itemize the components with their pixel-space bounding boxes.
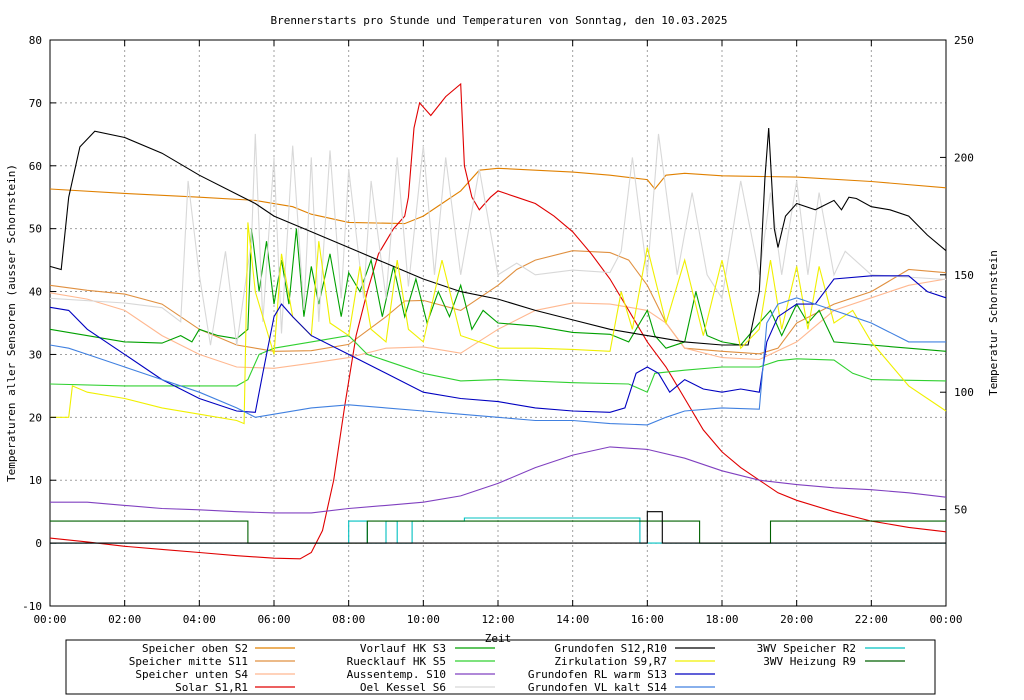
legend-label: Grundofen S12,R10 [554,642,667,655]
series-line-aussentemp. [50,446,947,514]
legend-label: 3WV Speicher R2 [757,642,856,655]
series-line-speicher [49,250,947,355]
axis-ticks: 00:00 02:00 04:00 06:00 08:00 10:00 12:00 14:00… [22,34,974,626]
x-tick-label: 22:00 [855,613,888,626]
series-line-zirkulation [50,222,947,425]
series-line-grundofen [49,275,947,413]
legend-label: Grundofen VL kalt S14 [528,681,667,694]
series-line-speicher [49,278,947,369]
y2-axis-label: Temperatur Schornstein [987,250,1000,396]
y-axis-label: Temperaturen aller Sensoren (ausser Scho… [5,164,18,482]
x-tick-label: 08:00 [332,613,365,626]
x-tick-label: 00:00 [33,613,66,626]
series-line-3wv [50,520,946,544]
series-line-grundofen [49,297,946,426]
x-tick-label: 20:00 [780,613,813,626]
y2-tick-label: 50 [954,504,967,517]
x-tick-label: 12:00 [481,613,514,626]
y-tick-label: 60 [29,160,42,173]
legend-label: Grundofen RL warm S13 [528,668,667,681]
x-tick-label: 04:00 [183,613,216,626]
x-tick-label: 00:00 [929,613,962,626]
legend-label: Solar S1,R1 [175,681,248,694]
series-line-ruecklauf [49,335,947,393]
series-line-solar [49,82,947,560]
legend-box [65,639,936,695]
y-tick-label: 30 [29,348,42,361]
chart-title: Brennerstarts pro Stunde und Temperature… [271,14,728,27]
y-tick-label: 10 [29,474,42,487]
series-line-3wv [50,517,946,544]
series-line-brennerstarts [50,511,946,544]
x-tick-label: 02:00 [108,613,141,626]
y-tick-label: 20 [29,411,42,424]
x-tick-label: 14:00 [556,613,589,626]
y2-tick-label: 200 [954,151,974,164]
legend-label: Aussentemp. S10 [347,668,446,681]
y-tick-label: 70 [29,97,42,110]
y-tick-label: 0 [35,537,42,550]
y-tick-label: -10 [22,600,42,613]
series-group [49,82,947,560]
legend-label: Speicher oben S2 [142,642,248,655]
x-tick-label: 18:00 [705,613,738,626]
legend-label: Speicher unten S4 [135,668,248,681]
legend-label: Speicher mitte S11 [129,655,248,668]
y-tick-label: 40 [29,286,42,299]
y2-tick-label: 250 [954,34,974,47]
series-line-grundofen [49,127,947,346]
legend-label: 3WV Heizung R9 [763,655,856,668]
x-tick-label: 16:00 [631,613,664,626]
x-tick-label: 06:00 [257,613,290,626]
y-tick-label: 50 [29,223,42,236]
series-line-oel [49,133,947,346]
y-tick-label: 80 [29,34,42,47]
legend-label: Oel Kessel S6 [360,681,446,694]
legend-label: Zirkulation S9,R7 [554,655,667,668]
y2-tick-label: 150 [954,269,974,282]
legend-label: Ruecklauf HK S5 [347,655,446,668]
x-tick-label: 10:00 [407,613,440,626]
legend-label: Vorlauf HK S3 [360,642,446,655]
x-axis-label: Zeit [485,632,512,645]
y2-tick-label: 100 [954,386,974,399]
